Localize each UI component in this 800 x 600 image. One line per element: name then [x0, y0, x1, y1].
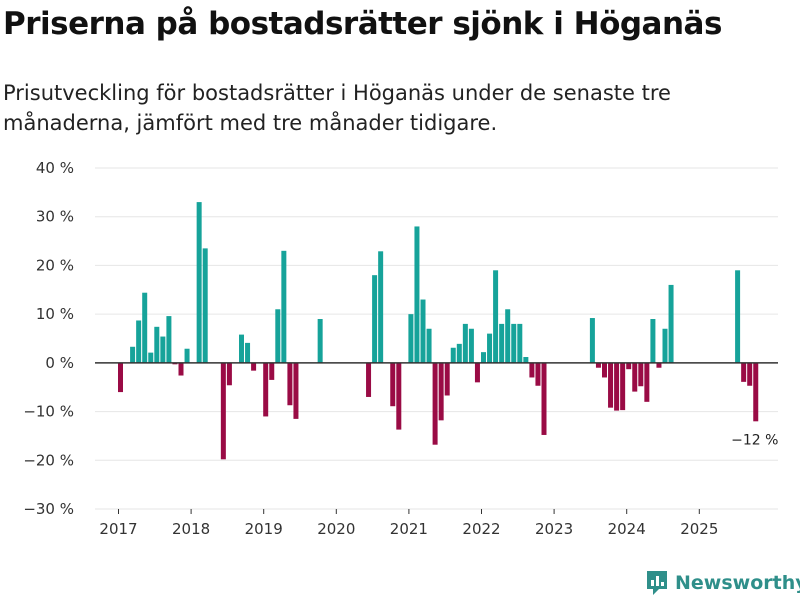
x-axis: 2017 2018 2019 2020 2021 2022 2023 2024 2025: [99, 509, 718, 538]
y-tick-label: −10 %: [23, 403, 74, 421]
data-label: −12 %: [731, 432, 778, 448]
bar: [148, 352, 154, 363]
newsworthy-logo-icon: [647, 571, 667, 595]
bar: [741, 362, 747, 382]
bar: [589, 318, 595, 363]
bar: [608, 362, 614, 408]
bar: [166, 316, 172, 363]
bars: [118, 202, 759, 460]
bar: [656, 362, 662, 368]
bar: [269, 362, 275, 380]
chart-title: Priserna på bostadsrätter sjönk i Höganä…: [3, 6, 722, 42]
bar: [136, 320, 142, 363]
bar: [487, 333, 493, 363]
bar: [281, 250, 287, 363]
x-tick-label: 2018: [172, 520, 210, 538]
bar: [184, 348, 190, 363]
bar: [735, 270, 741, 363]
y-tick-label: 20 %: [36, 256, 74, 274]
bar: [130, 346, 136, 363]
bar: [511, 323, 517, 363]
bar: [251, 362, 257, 371]
bar: [595, 362, 601, 368]
y-tick-label: 10 %: [36, 305, 74, 323]
bar: [481, 352, 486, 363]
bar: [438, 362, 444, 421]
x-tick-label: 2020: [317, 520, 355, 538]
bar: [420, 299, 426, 363]
bar-chart: 40 %30 %20 %10 %0 %−10 %−20 %−30 % 2017 2…: [23, 159, 778, 538]
bar: [220, 362, 226, 460]
bar: [178, 362, 184, 376]
bar: [263, 362, 269, 417]
bar: [632, 362, 638, 392]
bar: [378, 251, 384, 363]
y-tick-label: 0 %: [45, 354, 74, 372]
x-tick-label: 2024: [608, 520, 646, 538]
bar: [474, 362, 480, 383]
bar: [753, 362, 759, 422]
bar: [505, 309, 511, 363]
bar: [620, 362, 626, 411]
bar: [390, 362, 396, 407]
bar: [366, 362, 372, 397]
bar: [142, 292, 148, 363]
y-axis: 40 % 30 % 20 % 10 % 0 % −10 % −20 % −30 %: [23, 159, 74, 518]
bar: [226, 362, 232, 386]
chart-subtitle: Prisutveckling för bostadsrätter i Högan…: [3, 81, 671, 135]
bar: [317, 319, 323, 363]
bar: [468, 328, 474, 363]
bar: [444, 362, 450, 396]
bar: [668, 284, 674, 363]
bar: [614, 362, 620, 411]
x-tick-label: 2021: [390, 520, 428, 538]
brand-name: Newsworthy: [675, 572, 800, 594]
x-tick-label: 2025: [680, 520, 718, 538]
bar: [118, 362, 123, 393]
bar: [245, 342, 251, 363]
bar: [450, 347, 456, 363]
bar: [432, 362, 438, 445]
y-tick-label: −20 %: [23, 451, 74, 469]
x-tick-label: 2017: [99, 520, 137, 538]
bar: [196, 202, 202, 363]
y-tick-label: −30 %: [23, 500, 74, 518]
annotations: −12 %: [731, 432, 778, 448]
bar: [160, 336, 166, 363]
bar: [456, 343, 462, 363]
bar: [426, 328, 432, 363]
bar: [535, 362, 541, 386]
x-tick-label: 2023: [535, 520, 573, 538]
bar: [644, 362, 650, 402]
bar: [408, 314, 414, 363]
bar: [202, 248, 208, 363]
bar: [154, 326, 160, 363]
bar: [499, 323, 505, 363]
bar: [626, 362, 632, 370]
bar: [493, 270, 499, 363]
bar: [293, 362, 299, 419]
y-tick-label: 30 %: [36, 208, 74, 226]
bar: [287, 362, 293, 406]
brand: Newsworthy: [645, 569, 800, 597]
bar: [239, 334, 244, 363]
bar: [662, 328, 668, 363]
bar: [650, 319, 656, 363]
bar: [638, 362, 644, 387]
bar: [602, 362, 607, 378]
bar: [529, 362, 535, 378]
x-tick-label: 2019: [245, 520, 283, 538]
bar: [372, 275, 378, 363]
bar: [541, 362, 547, 435]
x-tick-label: 2022: [462, 520, 500, 538]
bar: [396, 362, 402, 430]
bar: [462, 323, 468, 363]
bar: [414, 226, 420, 363]
bar: [275, 309, 281, 363]
bar: [517, 323, 523, 363]
bar: [747, 362, 753, 386]
y-tick-label: 40 %: [36, 159, 74, 177]
bar: [523, 357, 529, 363]
